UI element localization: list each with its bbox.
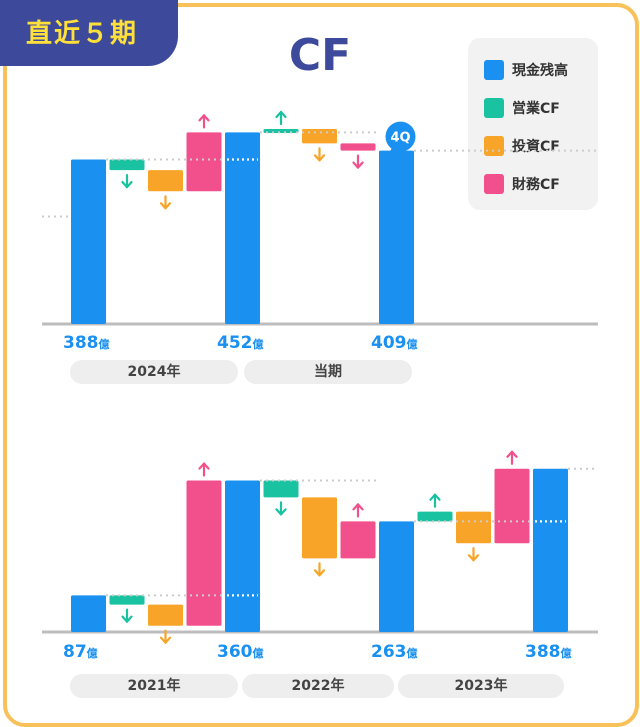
- cash-balance-bar: [225, 480, 260, 632]
- quarter-tag-bubble: [385, 121, 416, 152]
- operating-cf-bar: [263, 480, 299, 498]
- quarter-tag-pointer: [388, 146, 399, 155]
- period-label-2024: 2024年: [70, 360, 238, 384]
- period-badge-label: 直近５期: [26, 19, 139, 49]
- cash-value-unit: 億: [253, 337, 264, 351]
- legend-swatch-operating: [484, 98, 504, 118]
- operating-cf-bar: [109, 595, 145, 605]
- financing-cf-up-arrow-icon: [506, 450, 518, 465]
- cash-value-label: 360億: [217, 642, 264, 662]
- operating-cf-down-arrow-icon: [275, 501, 287, 516]
- chart-title: CF: [288, 30, 352, 81]
- operating-cf-bar: [417, 511, 453, 522]
- cash-balance-bar: [225, 132, 260, 324]
- financing-cf-down-arrow-icon: [352, 154, 364, 169]
- cash-value-label: 388億: [525, 642, 572, 662]
- legend-swatch-cash: [484, 60, 504, 80]
- investing-cf-bar: [456, 511, 491, 544]
- investing-cf-bar: [302, 497, 337, 559]
- cash-balance-bar: [533, 468, 568, 632]
- cash-balance-bar: [379, 150, 414, 324]
- financing-cf-up-arrow-icon: [198, 114, 210, 129]
- quarter-tag-label: 4Q: [390, 131, 410, 146]
- financing-cf-up-arrow-icon: [352, 503, 364, 518]
- investing-cf-down-arrow-icon: [313, 147, 326, 162]
- legend-label-operating: 営業CF: [512, 101, 560, 117]
- legend-label-cash: 現金残高: [512, 63, 568, 79]
- cash-value-label: 263億: [371, 642, 418, 662]
- cash-value-label: 87億: [63, 642, 98, 662]
- cash-value-unit: 億: [407, 646, 418, 660]
- investing-cf-bar: [302, 128, 337, 144]
- operating-cf-down-arrow-icon: [121, 608, 133, 623]
- investing-cf-down-arrow-icon: [467, 547, 480, 562]
- operating-cf-up-arrow-icon: [429, 493, 441, 508]
- cash-value-unit: 億: [407, 337, 418, 351]
- cash-value-label: 388億: [63, 333, 110, 353]
- investing-cf-down-arrow-icon: [159, 195, 172, 210]
- cash-value-label: 452億: [217, 333, 264, 353]
- financing-cf-bar: [186, 480, 222, 626]
- cash-balance-bar: [379, 521, 414, 632]
- operating-cf-down-arrow-icon: [121, 173, 133, 189]
- period-label-current: 当期: [244, 360, 412, 384]
- financing-cf-up-arrow-icon: [198, 462, 210, 477]
- financing-cf-bar: [186, 132, 222, 192]
- cash-value-unit: 億: [87, 646, 98, 660]
- investing-cf-down-arrow-icon: [313, 562, 326, 577]
- legend-swatch-financing: [484, 174, 504, 194]
- cash-value-unit: 億: [99, 337, 110, 351]
- cash-value-unit: 億: [253, 646, 264, 660]
- financing-cf-bar: [494, 468, 530, 544]
- financing-cf-bar: [340, 143, 376, 151]
- period-label-2023: 2023年: [398, 674, 564, 698]
- period-label-2022: 2022年: [242, 674, 394, 698]
- period-label-2021: 2021年: [70, 674, 238, 698]
- operating-cf-bar: [263, 128, 299, 133]
- cash-balance-bar: [71, 595, 106, 632]
- cash-value-unit: 億: [561, 646, 572, 660]
- investing-cf-bar: [148, 170, 183, 192]
- financing-cf-bar: [340, 521, 376, 559]
- legend-label-financing: 財務CF: [512, 177, 560, 193]
- operating-cf-up-arrow-icon: [275, 110, 287, 126]
- operating-cf-bar: [109, 159, 145, 171]
- investing-cf-down-arrow-icon: [159, 629, 172, 644]
- period-badge: 直近５期: [0, 0, 178, 66]
- cash-balance-bar: [71, 159, 106, 324]
- cash-value-label: 409億: [371, 333, 418, 353]
- investing-cf-bar: [148, 604, 183, 626]
